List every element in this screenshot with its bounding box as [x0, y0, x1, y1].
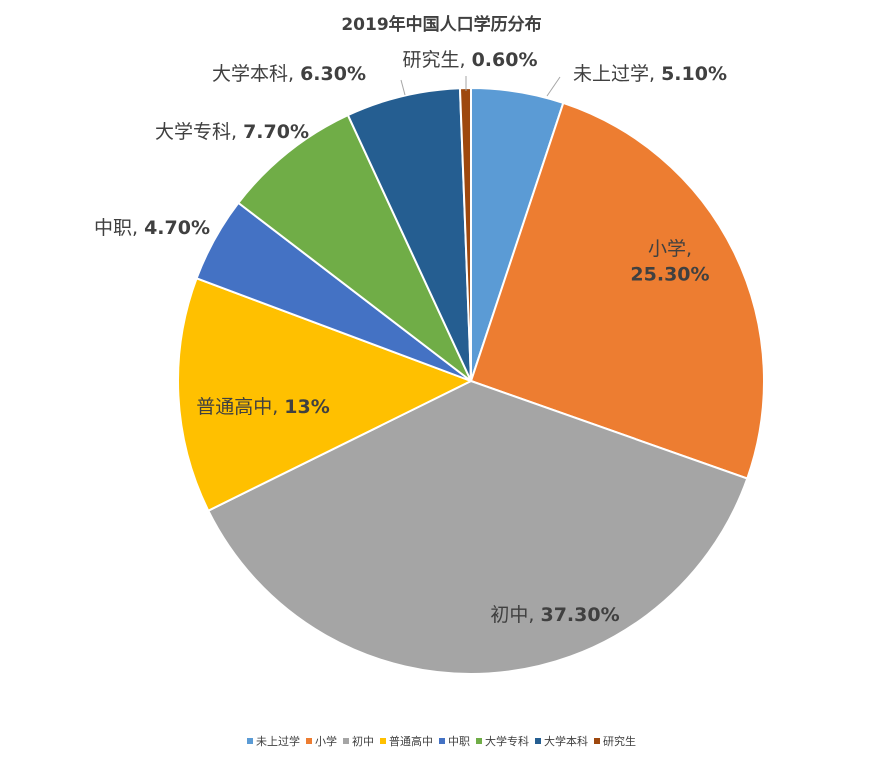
- legend-item: 初中: [343, 733, 374, 749]
- legend-label: 中职: [448, 735, 470, 748]
- legend-label: 小学: [315, 735, 337, 748]
- legend-swatch: [535, 738, 541, 744]
- data-label: 大学专科, 7.70%: [155, 121, 309, 143]
- legend-item: 中职: [439, 733, 470, 749]
- pie-slice: [458, 86, 472, 382]
- legend-swatch: [380, 738, 386, 744]
- legend-label: 未上过学: [256, 735, 300, 748]
- pie-slice: [177, 277, 474, 513]
- data-label: 小学, 25.30%: [630, 238, 709, 286]
- legend-swatch: [439, 738, 445, 744]
- legend-item: 普通高中: [380, 733, 433, 749]
- legend-label: 研究生: [603, 735, 636, 748]
- data-label: 初中, 37.30%: [490, 604, 619, 626]
- leader-line: [400, 79, 406, 96]
- legend-label: 大学专科: [485, 735, 529, 748]
- legend-item: 大学本科: [535, 733, 588, 749]
- legend: 未上过学 小学 初中 普通高中 中职 大学专科 大学本科 研究生: [0, 733, 883, 749]
- data-label: 普通高中, 13%: [196, 396, 330, 418]
- legend-item: 大学专科: [476, 733, 529, 749]
- legend-label: 大学本科: [544, 735, 588, 748]
- pie-slice: [206, 379, 749, 675]
- pie-slice: [346, 87, 472, 382]
- legend-item: 未上过学: [247, 733, 300, 749]
- data-label: 研究生, 0.60%: [402, 49, 537, 71]
- pie-slice: [469, 101, 765, 480]
- legend-item: 研究生: [594, 733, 636, 749]
- legend-label: 初中: [352, 735, 374, 748]
- chart-title: 2019年中国人口学历分布: [341, 15, 542, 35]
- legend-item: 小学: [306, 733, 337, 749]
- legend-swatch: [476, 738, 482, 744]
- data-label: 未上过学, 5.10%: [573, 63, 727, 85]
- legend-swatch: [306, 738, 312, 744]
- pie-slice: [236, 113, 472, 382]
- legend-swatch: [247, 738, 253, 744]
- data-label: 大学本科, 6.30%: [212, 63, 366, 85]
- legend-label: 普通高中: [389, 735, 433, 748]
- legend-swatch: [343, 738, 349, 744]
- data-label: 中职, 4.70%: [94, 217, 210, 239]
- legend-swatch: [594, 738, 600, 744]
- leader-line: [546, 76, 561, 97]
